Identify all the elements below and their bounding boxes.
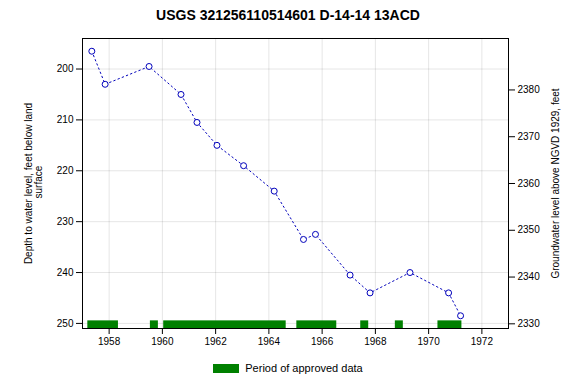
svg-text:Depth to water level, feet bel: Depth to water level, feet below land su… bbox=[23, 103, 44, 264]
html-text:Period of approved data: Period of approved data bbox=[245, 362, 363, 374]
svg-text:1970: 1970 bbox=[418, 336, 441, 347]
svg-text:1968: 1968 bbox=[364, 336, 387, 347]
svg-text:1962: 1962 bbox=[205, 336, 228, 347]
svg-text:220: 220 bbox=[57, 165, 74, 176]
svg-text:1972: 1972 bbox=[471, 336, 494, 347]
svg-text:1960: 1960 bbox=[151, 336, 174, 347]
svg-text:Groundwater level above NGVD 1: Groundwater level above NGVD 1929, feet bbox=[550, 88, 561, 278]
svg-text:1958: 1958 bbox=[98, 336, 121, 347]
svg-text:2360: 2360 bbox=[518, 178, 541, 189]
svg-text:1964: 1964 bbox=[258, 336, 281, 347]
svg-text:200: 200 bbox=[57, 63, 74, 74]
html-text:USGS 321256110514601 D-14-14 1: USGS 321256110514601 D-14-14 13ACD bbox=[156, 7, 420, 23]
svg-text:2340: 2340 bbox=[518, 271, 541, 282]
svg-text:2380: 2380 bbox=[518, 84, 541, 95]
svg-text:230: 230 bbox=[57, 216, 74, 227]
svg-text:240: 240 bbox=[57, 267, 74, 278]
svg-text:1966: 1966 bbox=[311, 336, 334, 347]
svg-text:250: 250 bbox=[57, 318, 74, 329]
svg-text:2370: 2370 bbox=[518, 131, 541, 142]
svg-text:2330: 2330 bbox=[518, 318, 541, 329]
svg-text:2350: 2350 bbox=[518, 224, 541, 235]
svg-text:210: 210 bbox=[57, 114, 74, 125]
